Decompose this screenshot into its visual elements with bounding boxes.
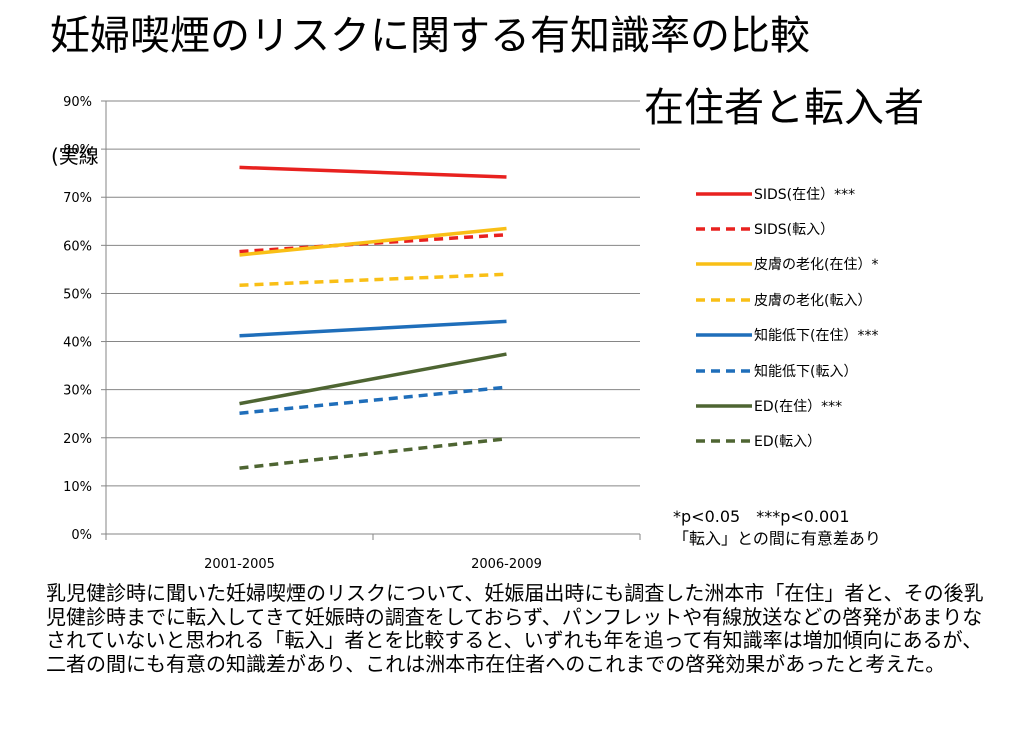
y-tick-label: 30% bbox=[63, 384, 92, 399]
series-line bbox=[239, 385, 507, 415]
legend-entry: 知能低下(転入） bbox=[696, 353, 878, 388]
legend-swatch bbox=[696, 227, 752, 231]
y-tick-label: 40% bbox=[63, 336, 92, 351]
footnote-line-1: *p<0.05 ***p<0.001 bbox=[673, 507, 850, 526]
legend-entry: 皮膚の老化(在住）* bbox=[696, 247, 878, 282]
legend-entry: 皮膚の老化(転入） bbox=[696, 282, 878, 317]
y-tick-label: 50% bbox=[63, 287, 92, 302]
chart-legend: SIDS(在住）*** SIDS(転入） 皮膚の老化(在住）* 皮膚の老化(転入） 知能… bbox=[696, 176, 878, 459]
x-tick-labels: 2001-2005 2006-2009 bbox=[204, 557, 542, 572]
caption-text: 乳児健診時に聞いた妊婦喫煙のリスクについて、妊娠届出時にも調査した洲本市「在住」… bbox=[46, 581, 984, 676]
y-tick-label: 60% bbox=[63, 239, 92, 254]
series-lines bbox=[239, 165, 507, 470]
y-tick-label: 0% bbox=[71, 528, 92, 543]
legend-entry: SIDS(在住）*** bbox=[696, 176, 878, 211]
legend-label: 皮膚の老化(転入） bbox=[754, 292, 872, 309]
legend-swatch bbox=[696, 262, 752, 267]
legend-entry: ED(在住）*** bbox=[696, 388, 878, 423]
y-tick-label: 70% bbox=[63, 191, 92, 206]
legend-swatch bbox=[696, 404, 752, 408]
y-tick-label: 90% bbox=[63, 95, 92, 110]
page-title: 妊婦喫煙のリスクに関する有知識率の比較 bbox=[50, 13, 810, 59]
series-line bbox=[239, 319, 507, 338]
page-subtitle: 在住者と転入者 bbox=[644, 85, 924, 131]
axes bbox=[105, 101, 641, 540]
legend-label: 知能低下(転入） bbox=[754, 363, 858, 380]
legend-label: 皮膚の老化(在住）* bbox=[754, 257, 879, 274]
y-tick-labels: 0% 10% 20% 30% 40% 50% 60% 70% 80% 90% bbox=[63, 95, 92, 543]
legend-swatch bbox=[696, 439, 752, 444]
series-line bbox=[239, 437, 507, 470]
x-tick-label: 2006-2009 bbox=[471, 557, 542, 572]
significance-footnote: *p<0.05 ***p<0.001 「転入」との間に有意差あり bbox=[673, 506, 881, 550]
y-tick-label: 20% bbox=[63, 432, 92, 447]
series-line bbox=[239, 226, 507, 257]
legend-entry: ED(転入） bbox=[696, 424, 878, 459]
x-tick-label: 2001-2005 bbox=[204, 557, 275, 572]
legend-swatch bbox=[696, 191, 752, 196]
legend-swatch bbox=[696, 368, 752, 373]
legend-label: SIDS(転入） bbox=[754, 222, 835, 239]
legend-swatch bbox=[696, 333, 752, 337]
legend-swatch bbox=[696, 298, 752, 302]
y-tick-label: 10% bbox=[63, 480, 92, 495]
series-line bbox=[239, 352, 507, 406]
footnote-line-2: 「転入」との間に有意差あり bbox=[673, 529, 881, 548]
legend-label: ED(転入） bbox=[754, 434, 822, 451]
legend-label: SIDS(在住）*** bbox=[754, 186, 856, 203]
legend-entry: SIDS(転入） bbox=[696, 211, 878, 246]
y-tick-label: 80% bbox=[63, 143, 92, 158]
legend-label: 知能低下(在住）*** bbox=[754, 328, 879, 345]
series-line bbox=[239, 165, 507, 179]
overlap-label: (実線 bbox=[51, 144, 99, 168]
grid-lines bbox=[101, 100, 640, 535]
series-line bbox=[239, 272, 507, 288]
legend-label: ED(在住）*** bbox=[754, 399, 843, 416]
legend-entry: 知能低下(在住）*** bbox=[696, 318, 878, 353]
